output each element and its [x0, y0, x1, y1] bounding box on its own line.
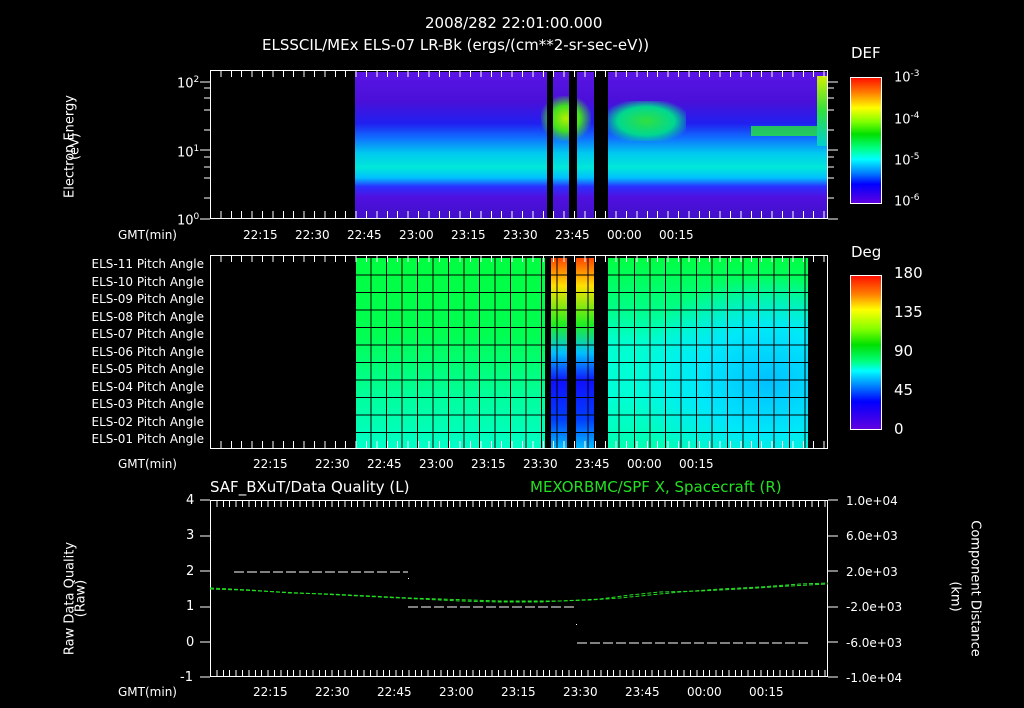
panel2-gmt-label: GMT(min) — [118, 457, 177, 471]
panel1-gmt-label: GMT(min) — [118, 228, 177, 242]
panel1-xminor-ticks — [210, 211, 828, 219]
panel3-gmt-label: GMT(min) — [118, 685, 177, 699]
spectrogram-band-right — [751, 126, 826, 136]
panel3-left-title: SAF_BXuT/Data Quality (L) — [210, 478, 410, 496]
colorbar2-title: Deg — [851, 243, 882, 261]
colorbar2-tick: 45 — [894, 381, 914, 399]
panel1-ytick-100: 102 — [177, 75, 200, 92]
colorbar2-tick: 0 — [894, 420, 904, 438]
colorbar-def — [850, 77, 882, 204]
colorbar1-tick: 10-3 — [894, 69, 920, 86]
colorbar2-tick: 90 — [894, 342, 914, 360]
colorbar1-tick: 10-5 — [894, 152, 920, 169]
colorbar2-tick: 180 — [894, 264, 923, 282]
colorbar1-tick: 10-4 — [894, 111, 920, 128]
plot-datetime: 2008/282 22:01:00.000 — [425, 14, 603, 32]
colorbar1-tick: 10-6 — [894, 193, 920, 210]
spectrogram-data — [355, 72, 827, 218]
pitch-angle-heatmap[interactable] — [210, 255, 828, 449]
panel3-right-title: MEXORBMC/SPF X, Spacecraft (R) — [530, 478, 782, 496]
spectrogram-edge-right — [817, 76, 827, 146]
colorbar-deg — [850, 275, 882, 430]
pitch-grid — [355, 257, 808, 448]
data-gap — [594, 71, 608, 218]
spectrogram-hotspot-2 — [606, 101, 686, 141]
panel1-ytick-1: 100 — [177, 212, 200, 229]
panel3-xminor-ticks-top — [210, 500, 828, 507]
panel1-ytick-10: 101 — [177, 144, 200, 161]
panel1-xminor-ticks-top — [210, 70, 828, 77]
colorbar1-title: DEF — [851, 44, 881, 62]
panel3-xminor-ticks — [210, 670, 828, 677]
data-gap — [569, 71, 577, 218]
data-quality-line — [234, 571, 808, 644]
data-gap — [547, 71, 553, 218]
spf-x-line — [209, 583, 829, 603]
panel2-xminor-ticks-top — [210, 255, 828, 262]
colorbar2-tick: 135 — [894, 303, 923, 321]
panel2-xminor-ticks — [210, 441, 828, 448]
plot-subtitle: ELSSCIL/MEx ELS-07 LR-Bk (ergs/(cm**2-sr… — [262, 36, 650, 54]
